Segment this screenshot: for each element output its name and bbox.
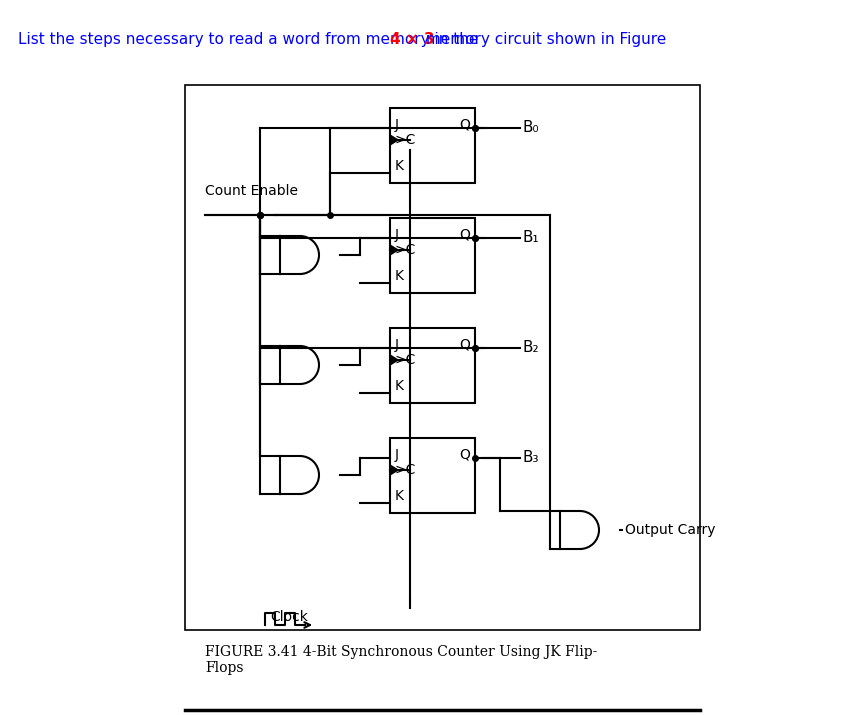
Text: B₂: B₂ — [523, 340, 540, 355]
Text: J: J — [395, 448, 399, 461]
FancyBboxPatch shape — [185, 85, 700, 630]
Text: memory circuit shown in Figure: memory circuit shown in Figure — [421, 32, 666, 47]
Text: J: J — [395, 227, 399, 242]
Text: >C: >C — [395, 243, 417, 257]
Text: K: K — [395, 378, 404, 393]
Text: Q: Q — [459, 337, 470, 352]
Polygon shape — [390, 245, 398, 255]
Text: FIGURE 3.41 4-Bit Synchronous Counter Using JK Flip-
Flops: FIGURE 3.41 4-Bit Synchronous Counter Us… — [205, 645, 598, 675]
Bar — [390, 438, 475, 513]
Text: K: K — [395, 159, 404, 172]
Text: B₃: B₃ — [523, 450, 540, 465]
Text: Q: Q — [459, 448, 470, 461]
Text: >C: >C — [395, 353, 417, 367]
Text: K: K — [395, 269, 404, 282]
Text: 4 × 3: 4 × 3 — [390, 32, 434, 47]
Text: Count Enable: Count Enable — [205, 184, 298, 198]
Polygon shape — [390, 355, 398, 365]
Text: List the steps necessary to read a word from memory in the: List the steps necessary to read a word … — [18, 32, 483, 47]
Bar — [390, 327, 475, 403]
Text: K: K — [395, 488, 404, 503]
Text: Clock: Clock — [270, 610, 308, 624]
Polygon shape — [390, 135, 398, 145]
Text: J: J — [395, 337, 399, 352]
Text: >C: >C — [395, 463, 417, 477]
Text: B₁: B₁ — [523, 230, 540, 245]
Bar — [390, 107, 475, 182]
Text: Q: Q — [459, 117, 470, 132]
Text: J: J — [395, 117, 399, 132]
Text: Q: Q — [459, 227, 470, 242]
Text: Output Carry: Output Carry — [625, 523, 715, 537]
Text: >C: >C — [395, 133, 417, 147]
Text: B₀: B₀ — [523, 120, 540, 135]
Bar — [390, 217, 475, 292]
Polygon shape — [390, 465, 398, 475]
